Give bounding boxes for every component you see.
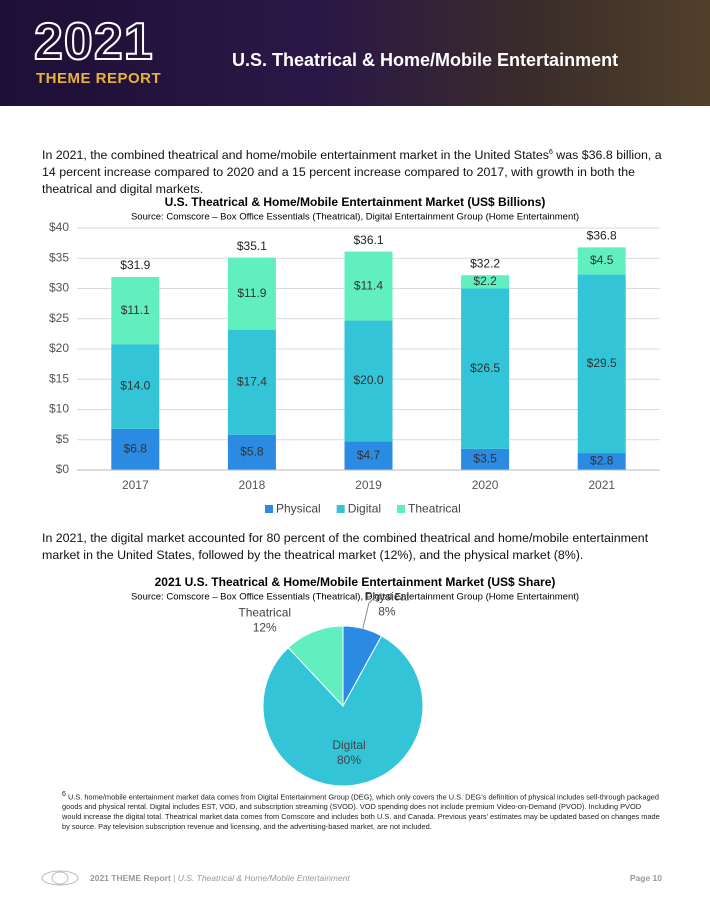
slice-label: Digital — [332, 738, 365, 752]
data-label: $29.5 — [587, 356, 617, 370]
logo-year: 2021 — [33, 13, 154, 71]
data-label: $11.9 — [237, 286, 266, 300]
data-label: $4.7 — [357, 448, 381, 462]
bar-chart: U.S. Theatrical & Home/Mobile Entertainm… — [49, 195, 660, 515]
footer-report: 2021 THEME Report — [90, 873, 171, 883]
bar-segment — [227, 434, 276, 470]
bar-segment — [111, 428, 160, 470]
footer: 2021 THEME Report | U.S. Theatrical & Ho… — [40, 870, 670, 886]
x-tick-label: 2021 — [588, 478, 615, 492]
y-tick-label: $20 — [49, 341, 69, 355]
footnote-ref: 6 — [548, 149, 553, 156]
chart-subtitle: Source: Comscore – Box Office Essentials… — [131, 592, 579, 603]
chart-subtitle: Source: Comscore – Box Office Essentials… — [131, 212, 579, 223]
data-label: $6.8 — [124, 442, 148, 456]
logo-sub: THEME REPORT — [36, 70, 162, 87]
header-title: U.S. Theatrical & Home/Mobile Entertainm… — [232, 50, 619, 70]
footnote-text: U.S. home/mobile entertainment market da… — [62, 792, 660, 832]
header: 2021 THEME REPORT U.S. Theatrical & Home… — [0, 0, 710, 106]
legend-label: Theatrical — [408, 502, 461, 515]
footer-section: U.S. Theatrical & Home/Mobile Entertainm… — [177, 873, 350, 883]
legend-swatch — [265, 505, 273, 513]
data-label: $5.8 — [240, 445, 264, 459]
data-label: $11.4 — [354, 278, 383, 292]
y-tick-label: $0 — [56, 462, 70, 476]
data-label: $17.4 — [237, 374, 267, 388]
bar-segment — [577, 453, 626, 470]
paragraph: In 2021, the combined theatrical and hom… — [42, 144, 672, 198]
slice-label: Physical — [365, 589, 410, 603]
y-tick-label: $30 — [49, 281, 69, 295]
footnote-mark: 6 — [62, 791, 66, 798]
total-label: $36.1 — [353, 233, 383, 247]
bar-segment — [344, 441, 393, 470]
slice-value: 12% — [253, 620, 277, 634]
text: was $36.8 billion, a 14 percent increase… — [42, 148, 662, 197]
data-label: $2.8 — [590, 454, 614, 468]
pie-slice — [287, 625, 344, 708]
y-tick-label: $15 — [49, 371, 69, 385]
legend-label: Physical — [276, 502, 321, 515]
bar-segment — [461, 275, 510, 289]
legend-label: Digital — [348, 502, 381, 515]
data-label: $11.1 — [121, 303, 150, 317]
x-tick-label: 2017 — [122, 478, 149, 492]
x-tick-label: 2020 — [472, 478, 499, 492]
data-label: $26.5 — [470, 361, 500, 375]
x-tick-label: 2019 — [355, 478, 382, 492]
bar-segment — [577, 247, 626, 275]
bar-segment — [111, 277, 160, 345]
data-label: $3.5 — [473, 452, 497, 466]
text: In 2021, the combined theatrical and hom… — [42, 148, 549, 163]
bar-segment — [344, 320, 393, 442]
chart-title: U.S. Theatrical & Home/Mobile Entertainm… — [165, 195, 546, 209]
data-label: $20.0 — [353, 373, 383, 387]
bar-segment — [461, 288, 510, 449]
footer-sep: | — [173, 873, 176, 883]
slice-value: 8% — [378, 604, 396, 618]
bar-segment — [111, 344, 160, 429]
pie-chart: 2021 U.S. Theatrical & Home/Mobile Enter… — [131, 575, 579, 787]
total-label: $35.1 — [237, 239, 267, 253]
legend-swatch — [397, 505, 406, 513]
footnote: 6 U.S. home/mobile entertainment market … — [62, 790, 662, 832]
footer-logo — [41, 870, 79, 886]
legend-swatch — [336, 505, 345, 513]
bar-segment — [227, 329, 276, 435]
x-tick-label: 2018 — [239, 478, 266, 492]
data-label: $14.0 — [120, 379, 150, 393]
chart-title: 2021 U.S. Theatrical & Home/Mobile Enter… — [155, 575, 556, 589]
y-tick-label: $10 — [49, 402, 69, 416]
bar-segment — [344, 251, 393, 321]
slice-value: 80% — [337, 753, 361, 767]
y-tick-label: $40 — [49, 220, 69, 234]
y-tick-label: $25 — [49, 311, 69, 325]
y-tick-label: $5 — [56, 432, 70, 446]
leader-line — [362, 596, 376, 629]
page-number: Page 10 — [629, 873, 662, 883]
pie-slice — [262, 635, 424, 787]
bar-segment — [461, 448, 510, 470]
paragraph: In 2021, the digital market accounted fo… — [42, 531, 649, 562]
bar-segment — [227, 257, 276, 330]
total-label: $32.2 — [470, 256, 500, 270]
slice-label: Theatrical — [238, 605, 291, 619]
bar-segment — [577, 274, 626, 454]
data-label: $2.2 — [473, 274, 497, 288]
data-label: $4.5 — [590, 253, 614, 267]
total-label: $36.8 — [587, 229, 617, 243]
y-tick-label: $35 — [49, 250, 69, 264]
total-label: $31.9 — [120, 258, 150, 272]
